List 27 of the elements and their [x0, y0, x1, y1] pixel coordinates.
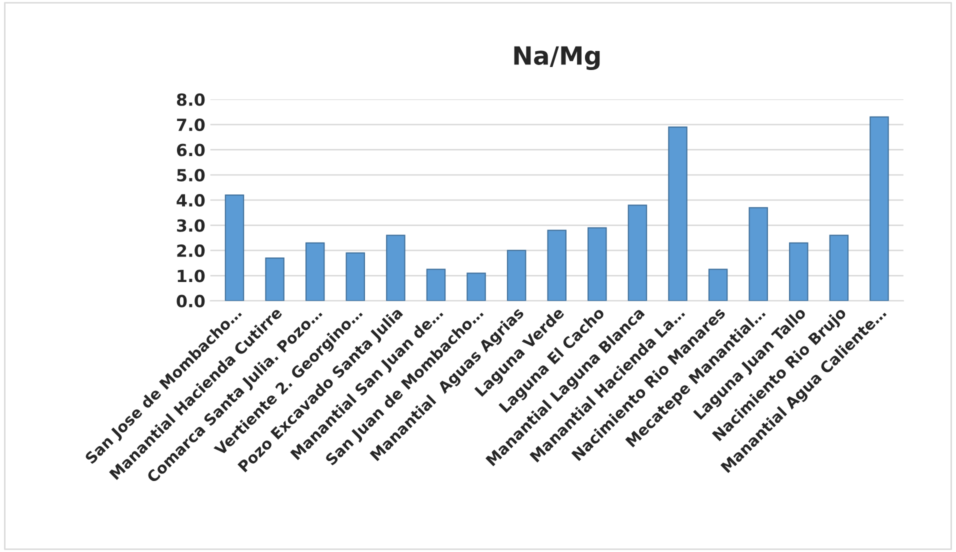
- bar: [506, 250, 526, 301]
- y-tick-label: 1.0: [178, 270, 205, 282]
- bar: [588, 227, 607, 301]
- y-tick-label: 8.0: [176, 93, 205, 106]
- bar: [668, 126, 688, 301]
- bar: [708, 268, 728, 301]
- y-tick-label: 3.0: [177, 219, 205, 232]
- bar: [426, 268, 446, 301]
- bar: [265, 257, 284, 301]
- y-tick-label: 4.0: [176, 194, 205, 207]
- chart-title: Na/Mg: [514, 46, 600, 70]
- y-tick-label: 6.0: [176, 144, 205, 156]
- bar: [829, 234, 849, 301]
- bar: [789, 242, 808, 301]
- bar: [628, 204, 648, 301]
- bar: [224, 194, 244, 301]
- bar: [346, 252, 366, 301]
- bar: [305, 242, 325, 301]
- bar: [386, 234, 406, 301]
- y-tick-label: 2.0: [177, 244, 205, 258]
- y-tick-label: 7.0: [177, 118, 205, 132]
- bar: [466, 272, 486, 301]
- bar: [547, 230, 566, 301]
- bar: [748, 207, 768, 301]
- y-tick-label: 0.0: [176, 294, 205, 308]
- y-tick-label: 5.0: [177, 168, 205, 182]
- bar: [870, 116, 889, 301]
